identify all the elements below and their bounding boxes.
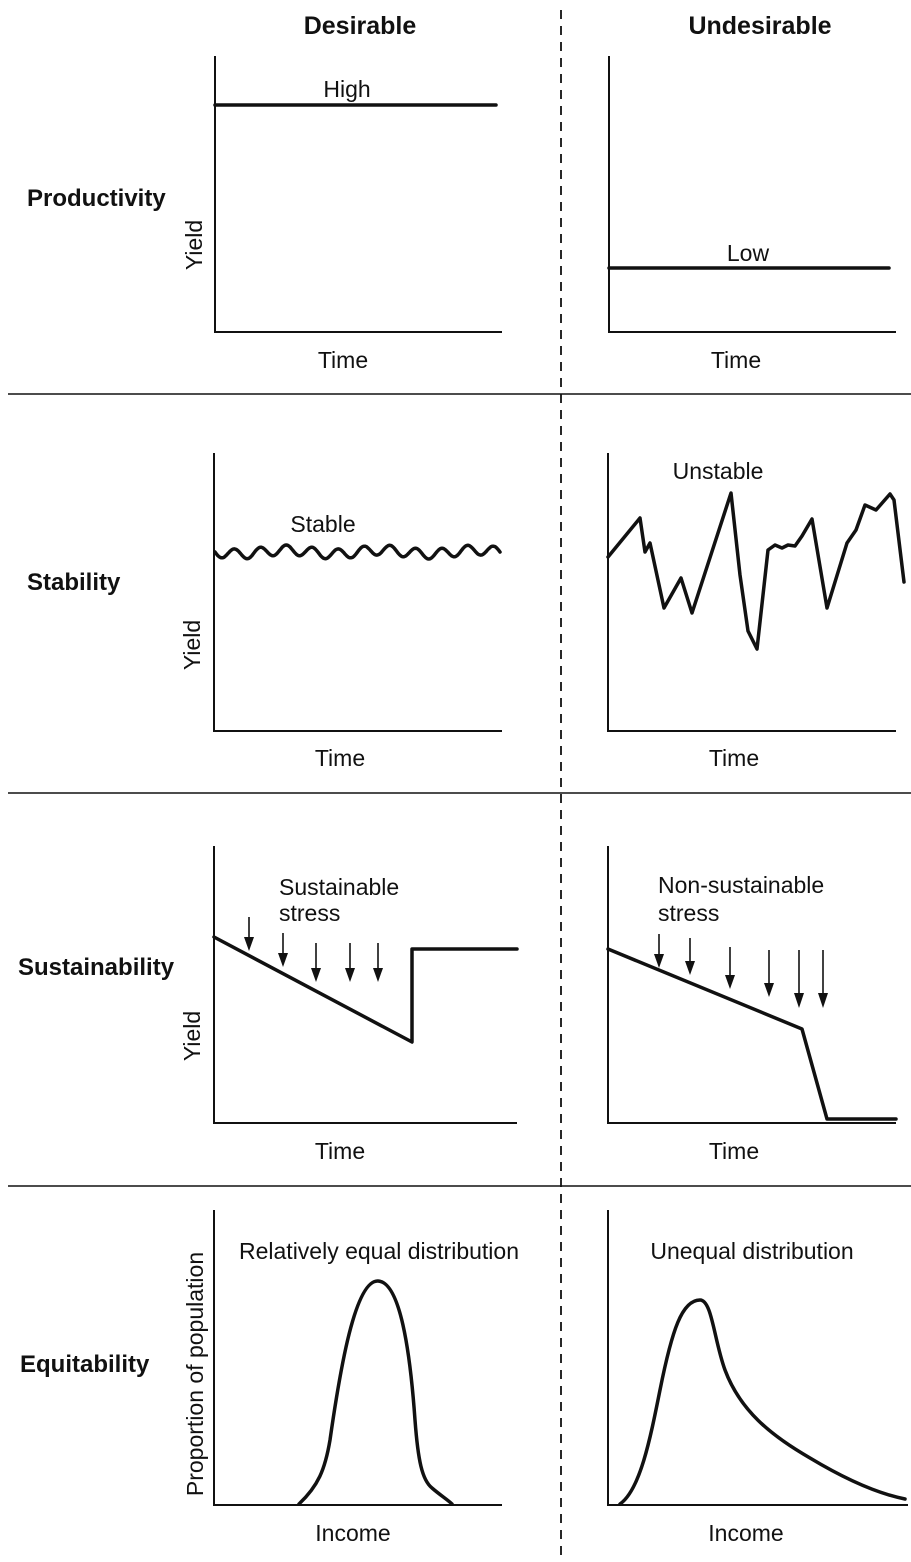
stress-arrows xyxy=(244,917,383,982)
curve-label-non-sustainable-line1: Non-sustainable xyxy=(658,872,824,898)
panel-stability-desirable: Yield Time Stable xyxy=(179,453,502,771)
header-desirable: Desirable xyxy=(304,12,417,40)
curve-label-high: High xyxy=(323,76,370,102)
y-axis-label: Yield xyxy=(181,220,207,270)
axes xyxy=(607,846,896,1124)
axes xyxy=(213,1210,502,1506)
y-axis-label: Yield xyxy=(179,620,205,670)
panel-productivity-desirable: Yield Time High xyxy=(181,56,502,373)
panel-equitability-undesirable: Income Unequal distribution xyxy=(607,1210,908,1546)
row-label-stability: Stability xyxy=(27,569,121,596)
x-axis-label: Time xyxy=(315,1138,365,1164)
axes xyxy=(607,453,896,732)
non-sustainable-collapse-curve xyxy=(606,947,898,1121)
x-axis-label: Income xyxy=(315,1520,390,1546)
panel-stability-undesirable: Time Unstable xyxy=(606,453,906,771)
x-axis-label: Time xyxy=(315,745,365,771)
axes xyxy=(213,453,502,732)
row-label-sustainability: Sustainability xyxy=(18,954,175,981)
axes xyxy=(607,1210,908,1506)
y-axis-label: Proportion of population xyxy=(182,1252,208,1496)
stress-arrows xyxy=(654,934,828,1008)
x-axis-label: Time xyxy=(711,347,761,373)
unstable-yield-curve xyxy=(606,491,906,651)
curve-label-equal: Relatively equal distribution xyxy=(239,1238,519,1264)
panel-productivity-undesirable: Time Low xyxy=(607,56,896,373)
row-label-equitability: Equitability xyxy=(20,1351,150,1378)
axes xyxy=(214,56,502,333)
curve-label-stable: Stable xyxy=(290,511,355,537)
panel-sustainability-undesirable: Time Non-sustainable stress xyxy=(606,846,898,1164)
curve-label-sustainable-line2: stress xyxy=(279,900,340,926)
x-axis-label: Time xyxy=(709,745,759,771)
equal-distribution-curve xyxy=(297,1279,454,1506)
x-axis-label: Time xyxy=(709,1138,759,1164)
curve-label-sustainable-line1: Sustainable xyxy=(279,874,399,900)
curve-label-unequal: Unequal distribution xyxy=(650,1238,853,1264)
x-axis-label: Time xyxy=(318,347,368,373)
curve-label-low: Low xyxy=(727,240,770,266)
x-axis-label: Income xyxy=(708,1520,783,1546)
row-label-productivity: Productivity xyxy=(27,185,166,212)
curve-label-non-sustainable-line2: stress xyxy=(658,900,719,926)
panel-equitability-desirable: Proportion of population Income Relative… xyxy=(182,1210,519,1546)
axes xyxy=(608,56,896,333)
header-undesirable: Undesirable xyxy=(688,12,831,40)
sustainable-recovery-curve xyxy=(212,935,519,1044)
curve-label-unstable: Unstable xyxy=(673,458,764,484)
y-axis-label: Yield xyxy=(179,1011,205,1061)
stable-yield-curve xyxy=(213,543,502,561)
unequal-distribution-curve xyxy=(618,1298,907,1506)
panel-sustainability-desirable: Yield Time Sustainable stress xyxy=(179,846,519,1164)
